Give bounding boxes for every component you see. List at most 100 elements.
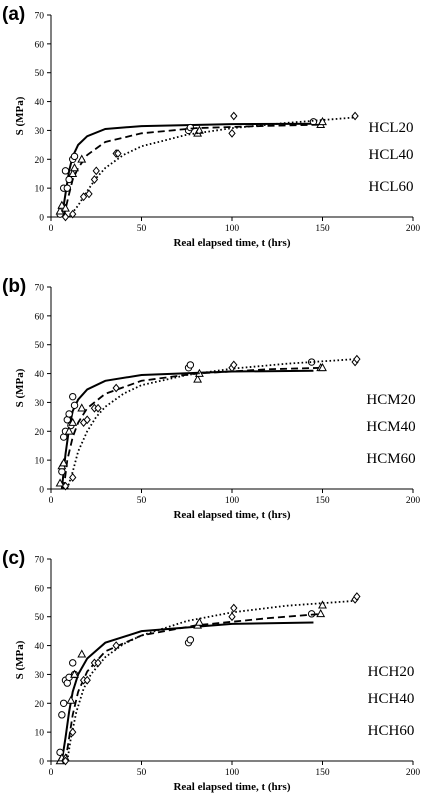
- y-axis-title: S (MPa): [14, 96, 26, 135]
- data-point-HCL20: [63, 184, 71, 192]
- chart-panel-2: (b) 0 10 20 30 40 50 60 70 0 50 100 150 200 Real elaps…: [2, 276, 420, 521]
- y-tick-label: 20: [35, 428, 45, 438]
- data-point-HCM60: [353, 354, 361, 364]
- data-point-HCM40: [59, 458, 69, 467]
- data-point-HCM60: [61, 481, 70, 491]
- x-tick-label: 100: [225, 496, 240, 506]
- data-point-HCL60: [230, 111, 238, 121]
- data-point-HCH60: [228, 612, 236, 622]
- x-tick-label: 50: [137, 496, 147, 506]
- fit-line-HCH40: [64, 612, 323, 762]
- x-tick-label: 200: [406, 496, 421, 506]
- data-point-HCL60: [92, 166, 100, 176]
- y-tick-label: 10: [35, 457, 45, 467]
- y-tick-label: 0: [39, 758, 44, 768]
- data-point-HCL60: [114, 149, 122, 158]
- series-label: HCM20: [366, 392, 415, 408]
- data-point-HCM40: [55, 478, 65, 487]
- panel-label: (c): [2, 548, 25, 569]
- data-point-HCL40: [318, 116, 327, 126]
- fit-line-HCL40: [62, 123, 323, 218]
- fit-line-HCM20: [60, 369, 314, 490]
- data-point-HCL40: [61, 203, 70, 212]
- y-tick-label: 0: [39, 486, 44, 496]
- y-tick-label: 70: [35, 556, 45, 566]
- fit-line-HCH60: [66, 599, 356, 762]
- y-tick-label: 20: [35, 700, 45, 710]
- data-point-HCM20: [65, 410, 73, 418]
- data-point-HCL60: [351, 111, 359, 121]
- data-point-HCM40: [68, 417, 78, 426]
- data-point-HCM40: [64, 426, 74, 435]
- data-point-HCH60: [230, 603, 238, 613]
- data-point-HCL60: [228, 128, 236, 138]
- data-point-HCH20: [58, 711, 66, 719]
- x-tick-label: 150: [315, 768, 330, 778]
- data-point-HCM40: [77, 403, 87, 412]
- data-point-HCH20: [59, 699, 68, 707]
- y-tick-label: 60: [35, 40, 45, 50]
- x-tick-label: 200: [406, 768, 421, 778]
- series-label: HCH60: [368, 723, 415, 739]
- x-tick-label: 50: [137, 224, 147, 234]
- series-label: HCH20: [368, 664, 415, 680]
- data-point-HCH20: [186, 636, 195, 644]
- x-tick-label: 150: [315, 496, 330, 506]
- fit-line-HCL20: [60, 122, 314, 218]
- y-tick-label: 50: [35, 341, 45, 351]
- y-axis-title: S (MPa): [14, 368, 26, 407]
- data-point-HCM20: [186, 361, 195, 369]
- data-point-HCH40: [316, 608, 326, 618]
- chart-panel-3: (c) 0 10 20 30 40 50 60 70 0 50 100 150 200 Real elaps…: [2, 548, 420, 793]
- chart-panel-1: (a) 0 10 20 30 40 50 60 70 0 50 100 150 200 Real elaps…: [2, 4, 420, 249]
- x-tick-label: 50: [137, 768, 147, 778]
- data-point-HCH60: [353, 592, 361, 601]
- panel-label: (b): [2, 276, 26, 297]
- series-label: HCL60: [369, 179, 414, 195]
- y-axis-title: S (MPa): [14, 640, 26, 679]
- data-point-HCL20: [61, 167, 70, 175]
- data-point-HCM60: [83, 415, 91, 425]
- fit-line-HCM60: [66, 358, 356, 490]
- data-point-HCM40: [193, 374, 203, 383]
- y-tick-label: 70: [35, 284, 45, 294]
- data-point-HCL20: [70, 152, 79, 161]
- data-point-HCL40: [68, 168, 78, 178]
- y-tick-label: 40: [35, 370, 45, 380]
- data-point-HCH40: [318, 600, 327, 609]
- data-point-HCL60: [90, 175, 99, 184]
- series-label: HCH40: [368, 691, 415, 707]
- y-tick-label: 10: [35, 185, 45, 195]
- data-point-HCL40: [57, 200, 67, 209]
- data-point-HCL40: [77, 154, 87, 163]
- data-point-HCH20: [69, 659, 77, 667]
- data-point-HCH40: [70, 669, 79, 678]
- data-point-HCM40: [318, 362, 327, 372]
- data-point-HCM20: [58, 467, 66, 476]
- data-point-HCM60: [230, 360, 238, 370]
- data-point-HCM60: [69, 473, 77, 482]
- y-tick-label: 60: [35, 312, 45, 322]
- data-point-HCM60: [112, 383, 120, 393]
- data-point-HCH60: [112, 641, 120, 650]
- x-tick-label: 200: [406, 224, 421, 234]
- y-tick-label: 30: [35, 127, 45, 137]
- series-label: HCM40: [366, 419, 415, 435]
- y-tick-label: 60: [35, 584, 45, 594]
- data-point-HCL60: [79, 192, 88, 202]
- x-tick-label: 150: [315, 224, 330, 234]
- fit-line-HCH20: [60, 621, 314, 762]
- data-point-HCH60: [83, 675, 91, 685]
- series-label: HCM60: [366, 451, 415, 467]
- data-point-HCM20: [70, 401, 79, 410]
- data-point-HCH40: [77, 649, 87, 658]
- x-tick-label: 100: [225, 224, 240, 234]
- x-tick-label: 0: [49, 496, 54, 506]
- data-point-HCL40: [194, 125, 204, 134]
- y-tick-label: 50: [35, 613, 45, 623]
- y-tick-label: 20: [35, 156, 45, 166]
- data-point-HCH60: [94, 658, 102, 668]
- data-point-HCL40: [70, 163, 79, 172]
- y-tick-label: 40: [35, 98, 45, 108]
